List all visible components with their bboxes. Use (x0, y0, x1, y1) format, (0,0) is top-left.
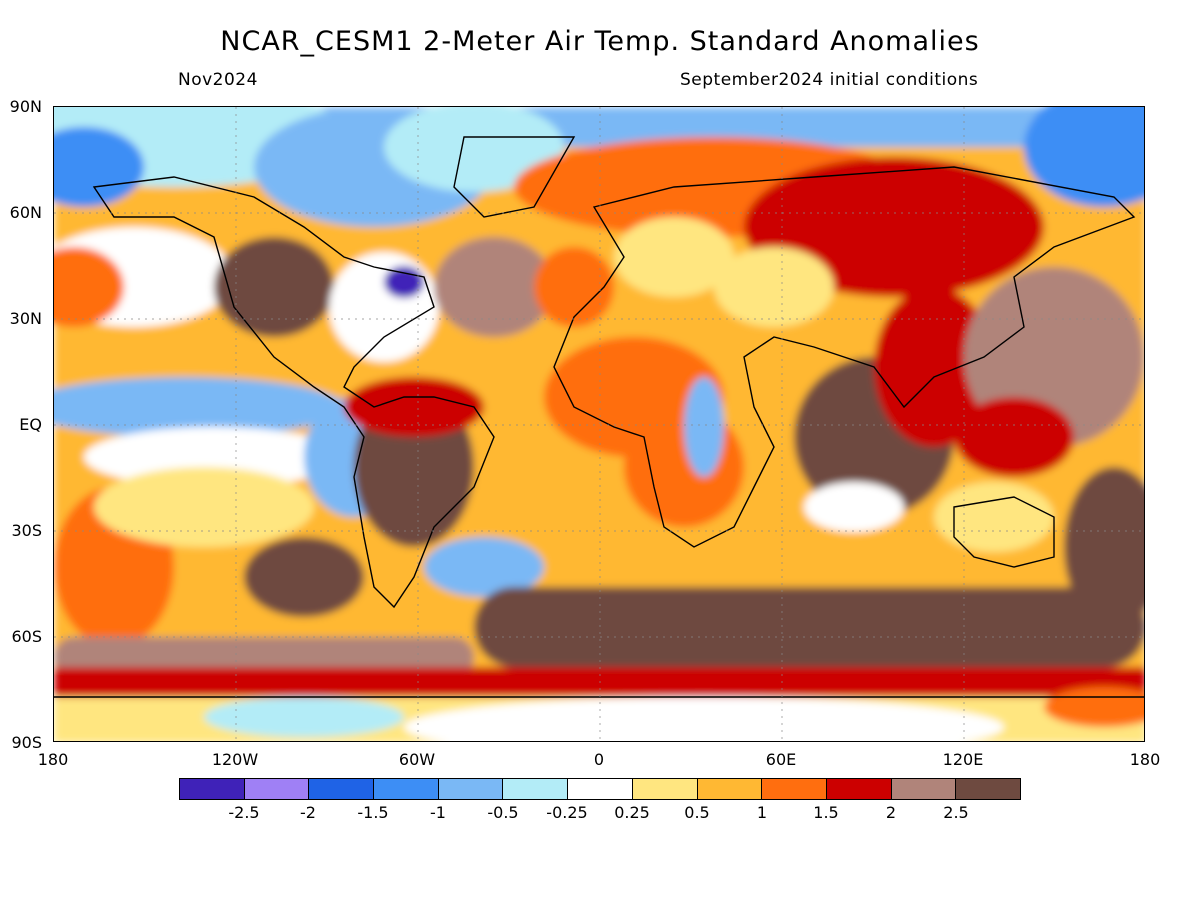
colorbar-swatch (697, 779, 763, 799)
colorbar-swatch (762, 779, 827, 799)
colorbar-label: 1.5 (813, 803, 839, 822)
colorbar-label: 0.25 (614, 803, 650, 822)
colorbar-label: -1 (430, 803, 446, 822)
colorbar-label: 2 (885, 803, 897, 822)
lon-label-180e: 180 (1129, 750, 1161, 769)
colorbar-label: -1.5 (357, 803, 389, 822)
colorbar-swatch (826, 779, 892, 799)
colorbar-swatch (632, 779, 698, 799)
lat-label-90n: 90N (9, 97, 42, 116)
lat-label-90s: 90S (11, 733, 42, 752)
colorbar-swatch (180, 779, 245, 799)
lon-label-60e: 60E (765, 750, 797, 769)
lat-label-eq: EQ (19, 415, 42, 434)
graticule (54, 107, 1144, 741)
colorbar-swatch (891, 779, 957, 799)
valid-month-label: Nov2024 (178, 70, 258, 90)
colorbar-swatch (374, 779, 439, 799)
anomaly-field (54, 107, 1144, 741)
colorbar-label: -0.5 (487, 803, 519, 822)
lon-label-60w: 60W (398, 750, 436, 769)
colorbar-swatch (438, 779, 504, 799)
init-conditions-label: September2024 initial conditions (680, 70, 979, 90)
lat-label-30n: 30N (9, 309, 42, 328)
coastlines (54, 136, 1144, 698)
colorbar-label: -2.5 (228, 803, 260, 822)
lat-label-60n: 60N (9, 203, 42, 222)
colorbar-label: -2 (300, 803, 316, 822)
lon-label-180w: 180 (37, 750, 69, 769)
colorbar (179, 778, 1021, 800)
lon-label-120e: 120E (942, 750, 984, 769)
colorbar-swatch (568, 779, 633, 799)
colorbar-label: -0.25 (546, 803, 588, 822)
map-title: NCAR_CESM1 2-Meter Air Temp. Standard An… (220, 26, 980, 57)
colorbar-label: 0.5 (684, 803, 710, 822)
lon-label-120w: 120W (211, 750, 259, 769)
colorbar-swatch (503, 779, 569, 799)
lat-label-60s: 60S (11, 627, 42, 646)
lat-label-30s: 30S (11, 521, 42, 540)
colorbar-label: 1 (756, 803, 768, 822)
colorbar-swatch (956, 779, 1020, 799)
colorbar-swatch (244, 779, 310, 799)
lon-label-0: 0 (593, 750, 605, 769)
anomaly-map (53, 106, 1145, 742)
colorbar-swatch (309, 779, 375, 799)
colorbar-label: 2.5 (943, 803, 969, 822)
